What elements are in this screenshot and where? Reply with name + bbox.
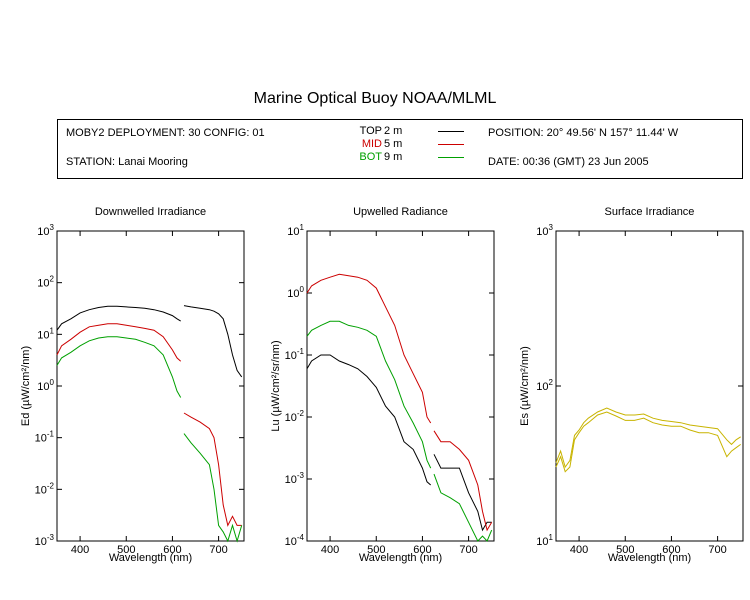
legend-swatch [438, 157, 464, 158]
chart-2: Upwelled Radiance 400 500 600 700 10-4 10-3 10-… [270, 206, 495, 564]
chart-title: Upwelled Radiance [353, 206, 448, 218]
y-tick-label: 100 [287, 285, 304, 300]
x-tick-label: 700 [708, 544, 726, 556]
y-tick-label: 102 [37, 275, 54, 290]
y-tick-label: 10-1 [285, 347, 305, 362]
x-axis-label: Wavelength (nm) [359, 552, 442, 564]
x-tick-label: 700 [459, 544, 477, 556]
series-line-bot [433, 473, 493, 542]
x-tick-label: 600 [413, 544, 431, 556]
legend-depth: 9 m [384, 151, 403, 163]
legend-item-bot: BOT 9 m [359, 151, 504, 164]
x-axis-label: Wavelength (nm) [109, 552, 192, 564]
y-tick-label: 102 [536, 378, 553, 393]
y-tick-label: 101 [536, 533, 553, 548]
chart-title: Surface Irradiance [605, 206, 695, 218]
series-line-mid [433, 430, 493, 532]
series-line-top [183, 305, 243, 378]
legend-swatch [438, 144, 464, 145]
info-box: MOBY2 DEPLOYMENT: 30 CONFIG: 01 STATION:… [57, 119, 743, 179]
y-tick-label: 103 [536, 223, 553, 238]
chart-1: Downwelled Irradiance 400 500 600 700 10-3 10-… [20, 206, 245, 564]
legend-swatch [438, 131, 464, 132]
plot-frame [555, 230, 744, 542]
series-line-bot [183, 433, 243, 543]
series-line-top [56, 305, 181, 331]
y-axis-label: Lu (µW/cm²/sr/nm) [270, 340, 282, 431]
legend-label: BOT [359, 151, 382, 163]
y-tick-label: 10-3 [35, 533, 55, 548]
position-text: POSITION: 20° 49.56' N 157° 11.44' W [488, 127, 679, 139]
y-tick-label: 10-3 [285, 471, 305, 486]
y-tick-label: 10-2 [285, 409, 305, 424]
series-line-surface [555, 411, 741, 473]
series-line-mid [183, 412, 242, 527]
chart-title: Downwelled Irradiance [95, 206, 206, 218]
y-tick-label: 100 [37, 378, 54, 393]
y-tick-label: 10-1 [35, 430, 55, 445]
legend-depth: 2 m [384, 125, 403, 137]
series-line-surface [555, 407, 741, 469]
date-text: DATE: 00:36 (GMT) 23 Jun 2005 [488, 156, 649, 168]
y-axis-label: Ed (µW/cm²/nm) [20, 346, 32, 426]
x-tick-label: 400 [570, 544, 588, 556]
x-tick-label: 600 [662, 544, 680, 556]
series-line-top [306, 354, 432, 486]
series-line-mid [306, 273, 432, 424]
plot-frame [56, 230, 245, 542]
legend-label: TOP [359, 125, 382, 137]
x-tick-label: 700 [209, 544, 227, 556]
x-tick-label: 500 [367, 544, 385, 556]
series-line-bot [56, 336, 182, 398]
series-line-top [433, 454, 492, 532]
legend-item-top: TOP 2 m [360, 125, 504, 138]
y-tick-label: 10-4 [285, 533, 305, 548]
y-tick-label: 101 [287, 223, 304, 238]
y-axis-label: Es (µW/cm²/nm) [519, 346, 531, 426]
x-tick-label: 400 [71, 544, 89, 556]
legend-label: MID [361, 138, 382, 150]
x-tick-label: 600 [163, 544, 181, 556]
station-text: STATION: Lanai Mooring [66, 156, 188, 168]
legend-depth: 5 m [384, 138, 403, 150]
plot-frame [306, 230, 495, 542]
y-tick-label: 10-2 [35, 481, 55, 496]
x-tick-label: 500 [117, 544, 135, 556]
x-tick-label: 500 [616, 544, 634, 556]
y-tick-label: 101 [37, 326, 54, 341]
legend-item-mid: MID 5 m [361, 138, 504, 151]
deployment-text: MOBY2 DEPLOYMENT: 30 CONFIG: 01 [66, 127, 265, 139]
x-tick-label: 400 [321, 544, 339, 556]
y-tick-label: 103 [37, 223, 54, 238]
series-line-mid [56, 323, 182, 362]
series-line-bot [306, 320, 432, 469]
page-title: Marine Optical Buoy NOAA/MLML [253, 90, 497, 107]
x-axis-label: Wavelength (nm) [608, 552, 691, 564]
chart-3: Surface Irradiance 400 500 600 700 101 102 103 W… [519, 206, 744, 564]
